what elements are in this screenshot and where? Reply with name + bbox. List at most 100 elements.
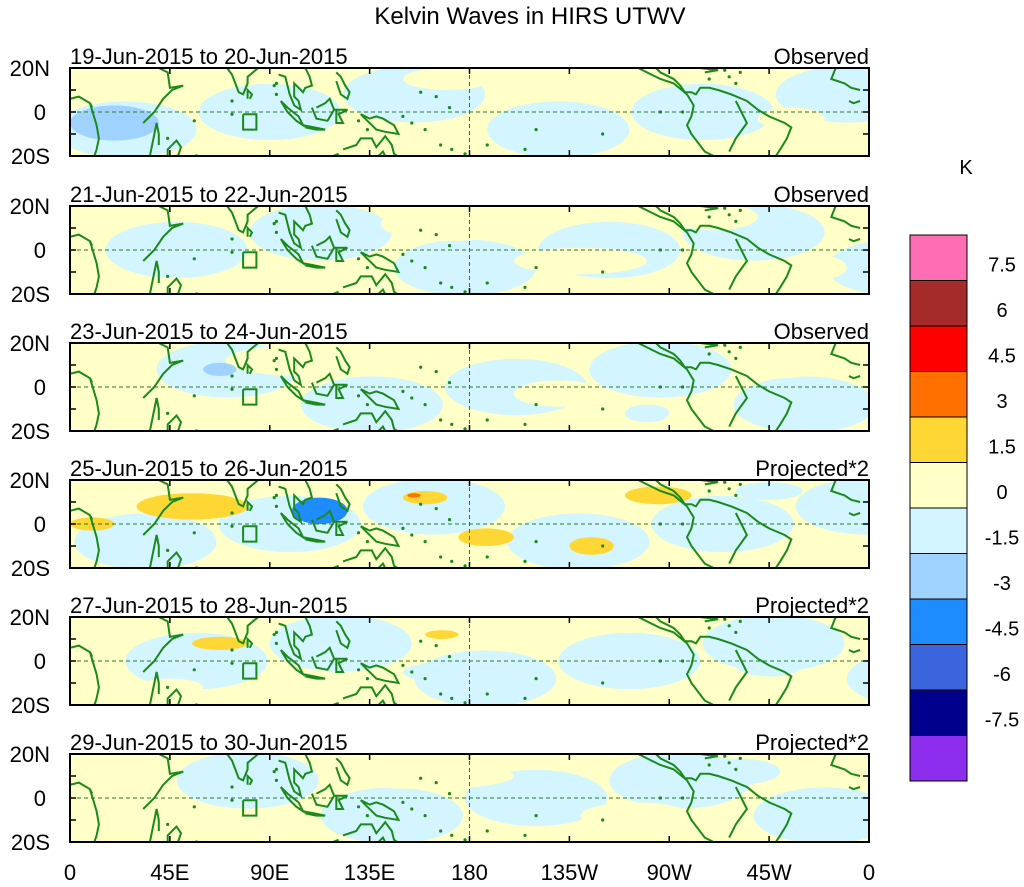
latitude-label: 20N	[10, 194, 50, 219]
anomaly-contour	[735, 482, 803, 500]
coastline	[89, 377, 100, 431]
latitude-label: 0	[34, 100, 46, 125]
anomaly-contour	[669, 206, 759, 231]
island	[434, 370, 438, 374]
island	[439, 418, 443, 422]
island	[727, 350, 731, 354]
island	[274, 230, 279, 234]
coastline	[637, 754, 715, 842]
coastline	[142, 68, 184, 124]
island	[534, 266, 538, 270]
colorbar-swatch	[909, 644, 968, 691]
coastline	[334, 246, 348, 262]
island	[727, 213, 731, 217]
island	[410, 396, 414, 400]
coastline	[655, 617, 793, 705]
island	[272, 496, 276, 500]
island	[365, 128, 370, 132]
island	[601, 544, 605, 548]
island	[274, 504, 279, 508]
island	[439, 143, 443, 147]
island	[423, 540, 427, 544]
island	[450, 147, 454, 151]
island	[410, 259, 414, 263]
coastline	[637, 343, 715, 431]
anomaly-contour	[458, 528, 514, 546]
anomaly-field	[70, 754, 869, 842]
island	[230, 99, 234, 103]
colorbar-label: -1.5	[985, 528, 1019, 550]
island	[230, 374, 234, 378]
island	[523, 285, 527, 289]
panel-kind: Observed	[774, 319, 869, 344]
colorbar-swatch	[909, 507, 968, 554]
island	[230, 648, 234, 652]
latitude-label: 20S	[11, 830, 50, 855]
coastline	[142, 480, 184, 536]
longitude-label: 0	[64, 860, 76, 885]
island	[447, 106, 452, 110]
island	[534, 814, 538, 818]
island	[727, 75, 731, 79]
coastline	[342, 546, 400, 568]
island	[439, 829, 443, 833]
panel-kind: Observed	[774, 182, 869, 207]
coastline	[148, 671, 160, 705]
island	[601, 818, 605, 822]
coastline	[148, 122, 160, 156]
island	[523, 559, 527, 564]
negative-anomaly-region	[465, 769, 608, 827]
coastline	[848, 649, 861, 654]
colorbar-label: -7.5	[985, 710, 1019, 732]
island	[356, 668, 361, 672]
island	[272, 222, 276, 226]
coastline	[302, 673, 326, 680]
coastline	[829, 754, 861, 777]
island	[419, 502, 423, 506]
map-panel: 23-Jun-2015 to 24-Jun-2015 Observed 20N 0 20…	[10, 319, 870, 444]
island	[274, 367, 279, 371]
coastline	[246, 362, 254, 375]
coastline	[728, 375, 749, 428]
island	[434, 95, 438, 99]
island	[734, 219, 738, 223]
negative-anomaly-region	[702, 617, 845, 672]
island	[534, 540, 538, 544]
coastline	[225, 343, 260, 371]
latitude-label: 20N	[10, 56, 50, 81]
island	[192, 394, 196, 398]
coastline	[359, 113, 401, 136]
coastline	[655, 754, 793, 842]
island	[401, 114, 405, 118]
anomaly-contour	[407, 493, 421, 498]
panel-date-range: 19-Jun-2015 to 20-Jun-2015	[70, 44, 348, 69]
island	[707, 77, 711, 81]
colorbar: K 7.5 6 4.5 3 1.5 0 -1.5 -3 -4.5 -6 -7.5	[909, 157, 1019, 782]
negative-anomaly-region	[753, 787, 869, 842]
negative-anomaly-region	[558, 632, 701, 690]
island	[738, 70, 742, 74]
island	[534, 677, 538, 681]
figure-title: Kelvin Waves in HIRS UTWV	[374, 3, 685, 30]
coastline	[377, 149, 387, 156]
coastline	[829, 206, 861, 229]
negative-anomaly-region	[826, 241, 869, 294]
coastline	[655, 206, 793, 294]
island	[463, 427, 467, 431]
negative-anomaly-region	[394, 239, 537, 294]
negative-anomaly-region	[846, 658, 869, 700]
coastline	[278, 343, 314, 388]
coastline	[89, 102, 100, 156]
anomaly-contour	[336, 762, 514, 790]
island	[423, 128, 427, 132]
island	[272, 770, 276, 774]
longitude-label: 135W	[541, 860, 599, 885]
island	[738, 756, 742, 761]
coastline	[728, 512, 749, 565]
island	[274, 767, 279, 772]
anomaly-field	[70, 343, 869, 431]
latitude-label: 0	[34, 786, 46, 811]
island	[723, 617, 727, 621]
coastline	[225, 480, 260, 508]
colorbar-swatch	[909, 371, 968, 418]
